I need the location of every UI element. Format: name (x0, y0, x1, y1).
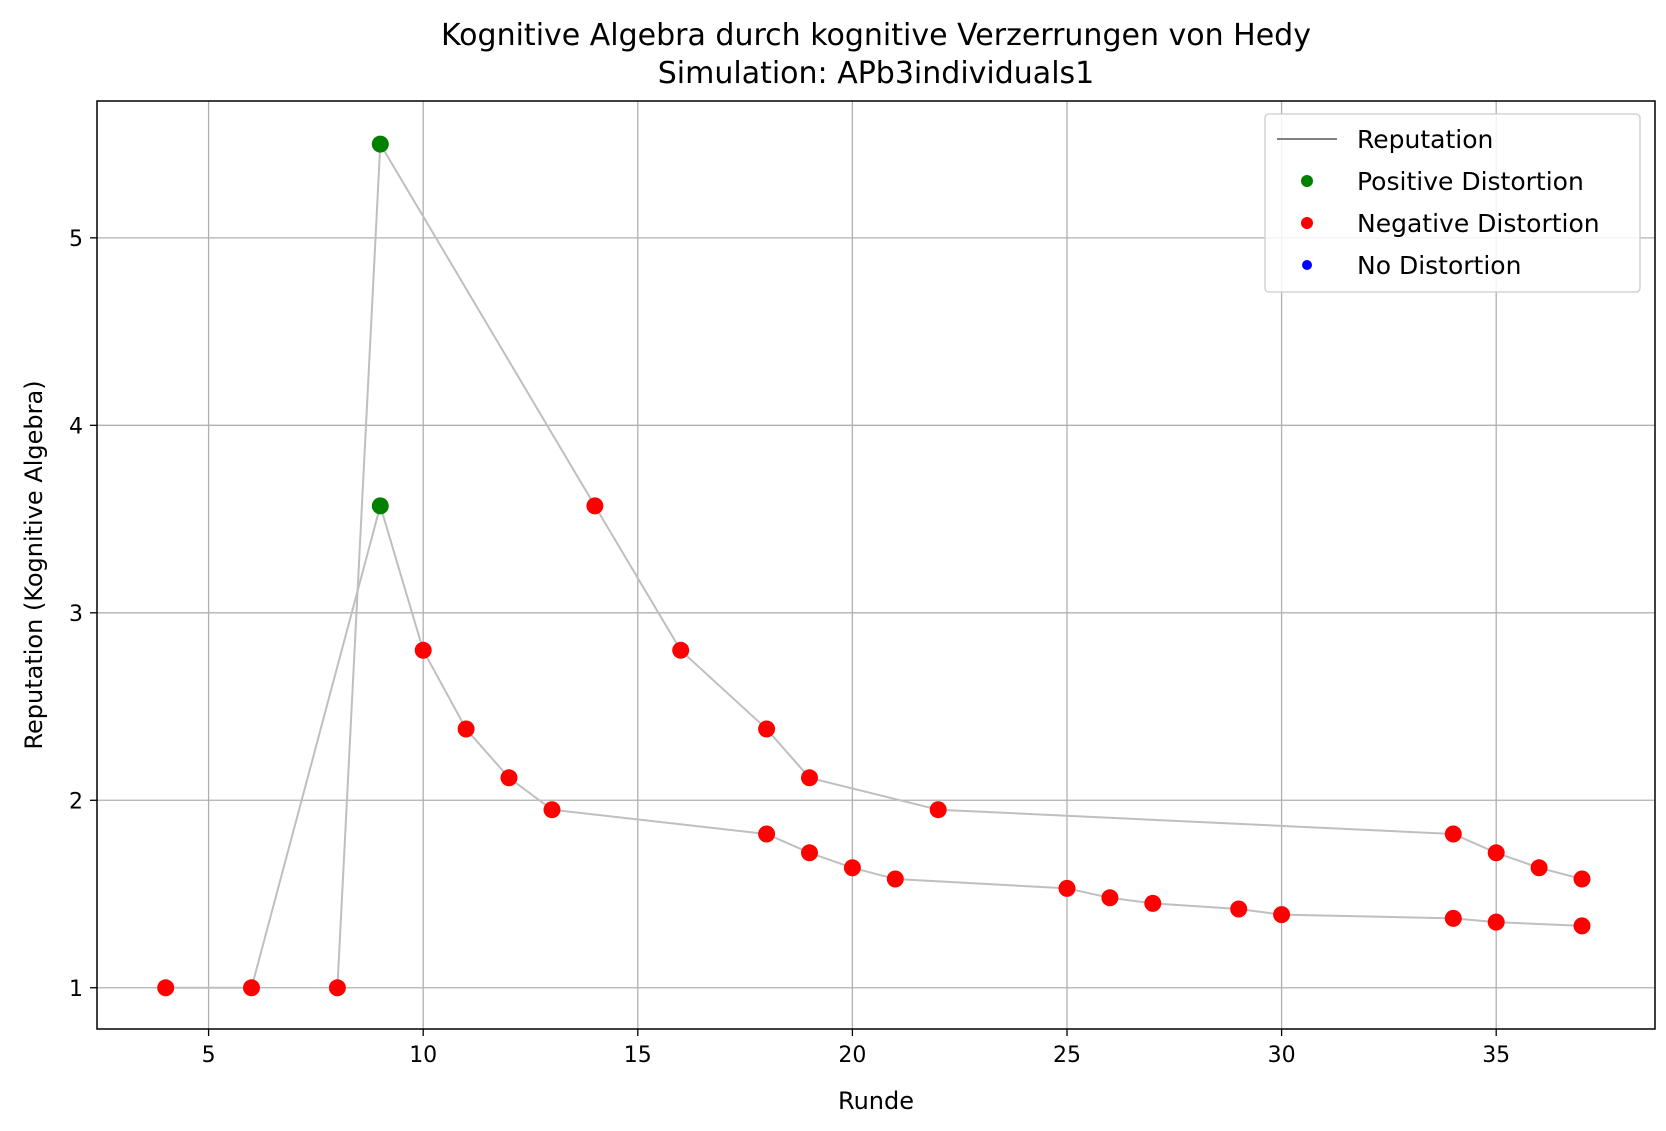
legend-label: No Distortion (1357, 251, 1521, 280)
y-tick-label: 4 (69, 414, 83, 439)
legend-label: Negative Distortion (1357, 209, 1600, 238)
data-point-negative (672, 641, 690, 659)
legend-swatch-marker (1301, 217, 1313, 229)
x-axis-ticks: 5 10 15 20 25 30 35 (202, 1029, 1510, 1068)
data-point-negative (328, 979, 346, 997)
data-point-negative (543, 801, 561, 819)
data-point-negative (157, 979, 175, 997)
data-point-negative (886, 870, 904, 888)
data-point-negative (929, 801, 947, 819)
data-point-negative (801, 844, 818, 862)
data-point-negative (1444, 909, 1462, 927)
x-tick-label: 20 (838, 1043, 866, 1068)
legend-swatch-marker (1301, 175, 1313, 187)
data-point-negative (758, 720, 776, 738)
grid (97, 101, 1655, 1029)
data-point-negative (500, 769, 518, 787)
legend-box (1264, 113, 1641, 293)
data-point-negative (1273, 906, 1291, 924)
data-point-positive (371, 135, 389, 153)
data-point-negative (1530, 859, 1548, 877)
data-point-negative (1573, 870, 1591, 888)
data-point-negative (1573, 917, 1591, 935)
x-tick-label: 25 (1053, 1043, 1081, 1068)
y-tick-label: 3 (69, 602, 83, 627)
data-point-negative (758, 825, 776, 843)
legend-swatch-marker (1302, 260, 1312, 270)
chart-title: Kognitive Algebra durch kognitive Verzer… (441, 18, 1311, 53)
data-point-negative (1487, 844, 1505, 862)
data-point-negative (843, 859, 861, 877)
data-point-negative (1444, 825, 1462, 843)
legend-label: Positive Distortion (1357, 167, 1584, 196)
x-axis-label: Runde (838, 1087, 914, 1115)
plot-frame (96, 100, 1656, 1030)
data-point-negative (457, 720, 475, 738)
chart-subtitle: Simulation: APb3individuals1 (658, 56, 1095, 91)
x-tick-label: 15 (624, 1043, 652, 1068)
y-tick-label: 1 (69, 977, 83, 1002)
y-axis-label: Reputation (Kognitive Algebra) (20, 380, 48, 749)
y-tick-label: 5 (69, 227, 83, 252)
legend: Reputation Positive Distortion Negative Di… (1264, 113, 1641, 293)
x-tick-label: 30 (1268, 1043, 1296, 1068)
data-point-negative (1487, 913, 1505, 931)
data-point-negative (243, 979, 260, 997)
y-tick-label: 2 (69, 789, 83, 814)
data-point-negative (586, 497, 604, 515)
x-tick-label: 5 (202, 1043, 216, 1068)
data-point-negative (1101, 889, 1119, 907)
data-point-positive (371, 497, 389, 515)
y-axis-ticks: 1 2 3 4 5 (69, 227, 97, 1002)
data-point-negative (1058, 879, 1076, 897)
data-point-negative (414, 641, 432, 659)
data-point-negative (801, 769, 818, 787)
legend-label: Reputation (1357, 125, 1493, 154)
data-point-negative (1144, 894, 1162, 912)
data-point-negative (1230, 900, 1248, 918)
data-markers (157, 135, 1591, 997)
x-tick-label: 10 (409, 1043, 437, 1068)
x-tick-label: 35 (1482, 1043, 1510, 1068)
